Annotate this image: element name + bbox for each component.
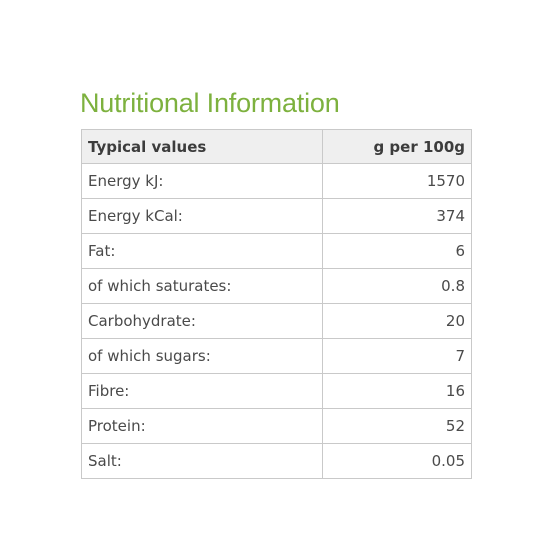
table-row: Fat: 6	[81, 233, 472, 269]
nutrient-name: Fibre:	[81, 373, 323, 409]
nutrient-value: 1570	[322, 163, 472, 199]
table-row: Protein: 52	[81, 408, 472, 444]
nutrient-value: 52	[322, 408, 472, 444]
nutrient-value: 374	[322, 198, 472, 234]
nutrient-value: 0.8	[322, 268, 472, 304]
table-row: of which sugars: 7	[81, 338, 472, 374]
table-header-row: Typical values g per 100g	[81, 129, 472, 164]
nutrient-name: Energy kJ:	[81, 163, 323, 199]
table-row: Energy kCal: 374	[81, 198, 472, 234]
nutrient-name: Carbohydrate:	[81, 303, 323, 339]
nutrition-table: Typical values g per 100g Energy kJ: 157…	[81, 129, 472, 479]
nutrient-name: of which sugars:	[81, 338, 323, 374]
column-header-typical-values: Typical values	[81, 129, 323, 164]
nutrient-name: of which saturates:	[81, 268, 323, 304]
nutrient-name: Fat:	[81, 233, 323, 269]
nutrient-value: 0.05	[322, 443, 472, 479]
nutrient-name: Protein:	[81, 408, 323, 444]
nutrient-value: 16	[322, 373, 472, 409]
table-row: Carbohydrate: 20	[81, 303, 472, 339]
table-row: Energy kJ: 1570	[81, 163, 472, 199]
table-row: of which saturates: 0.8	[81, 268, 472, 304]
nutrient-name: Salt:	[81, 443, 323, 479]
nutrient-value: 20	[322, 303, 472, 339]
table-row: Salt: 0.05	[81, 443, 472, 479]
page-title: Nutritional Information	[80, 88, 340, 118]
nutrient-value: 7	[322, 338, 472, 374]
nutrient-value: 6	[322, 233, 472, 269]
table-row: Fibre: 16	[81, 373, 472, 409]
column-header-per-100g: g per 100g	[322, 129, 472, 164]
nutrient-name: Energy kCal:	[81, 198, 323, 234]
